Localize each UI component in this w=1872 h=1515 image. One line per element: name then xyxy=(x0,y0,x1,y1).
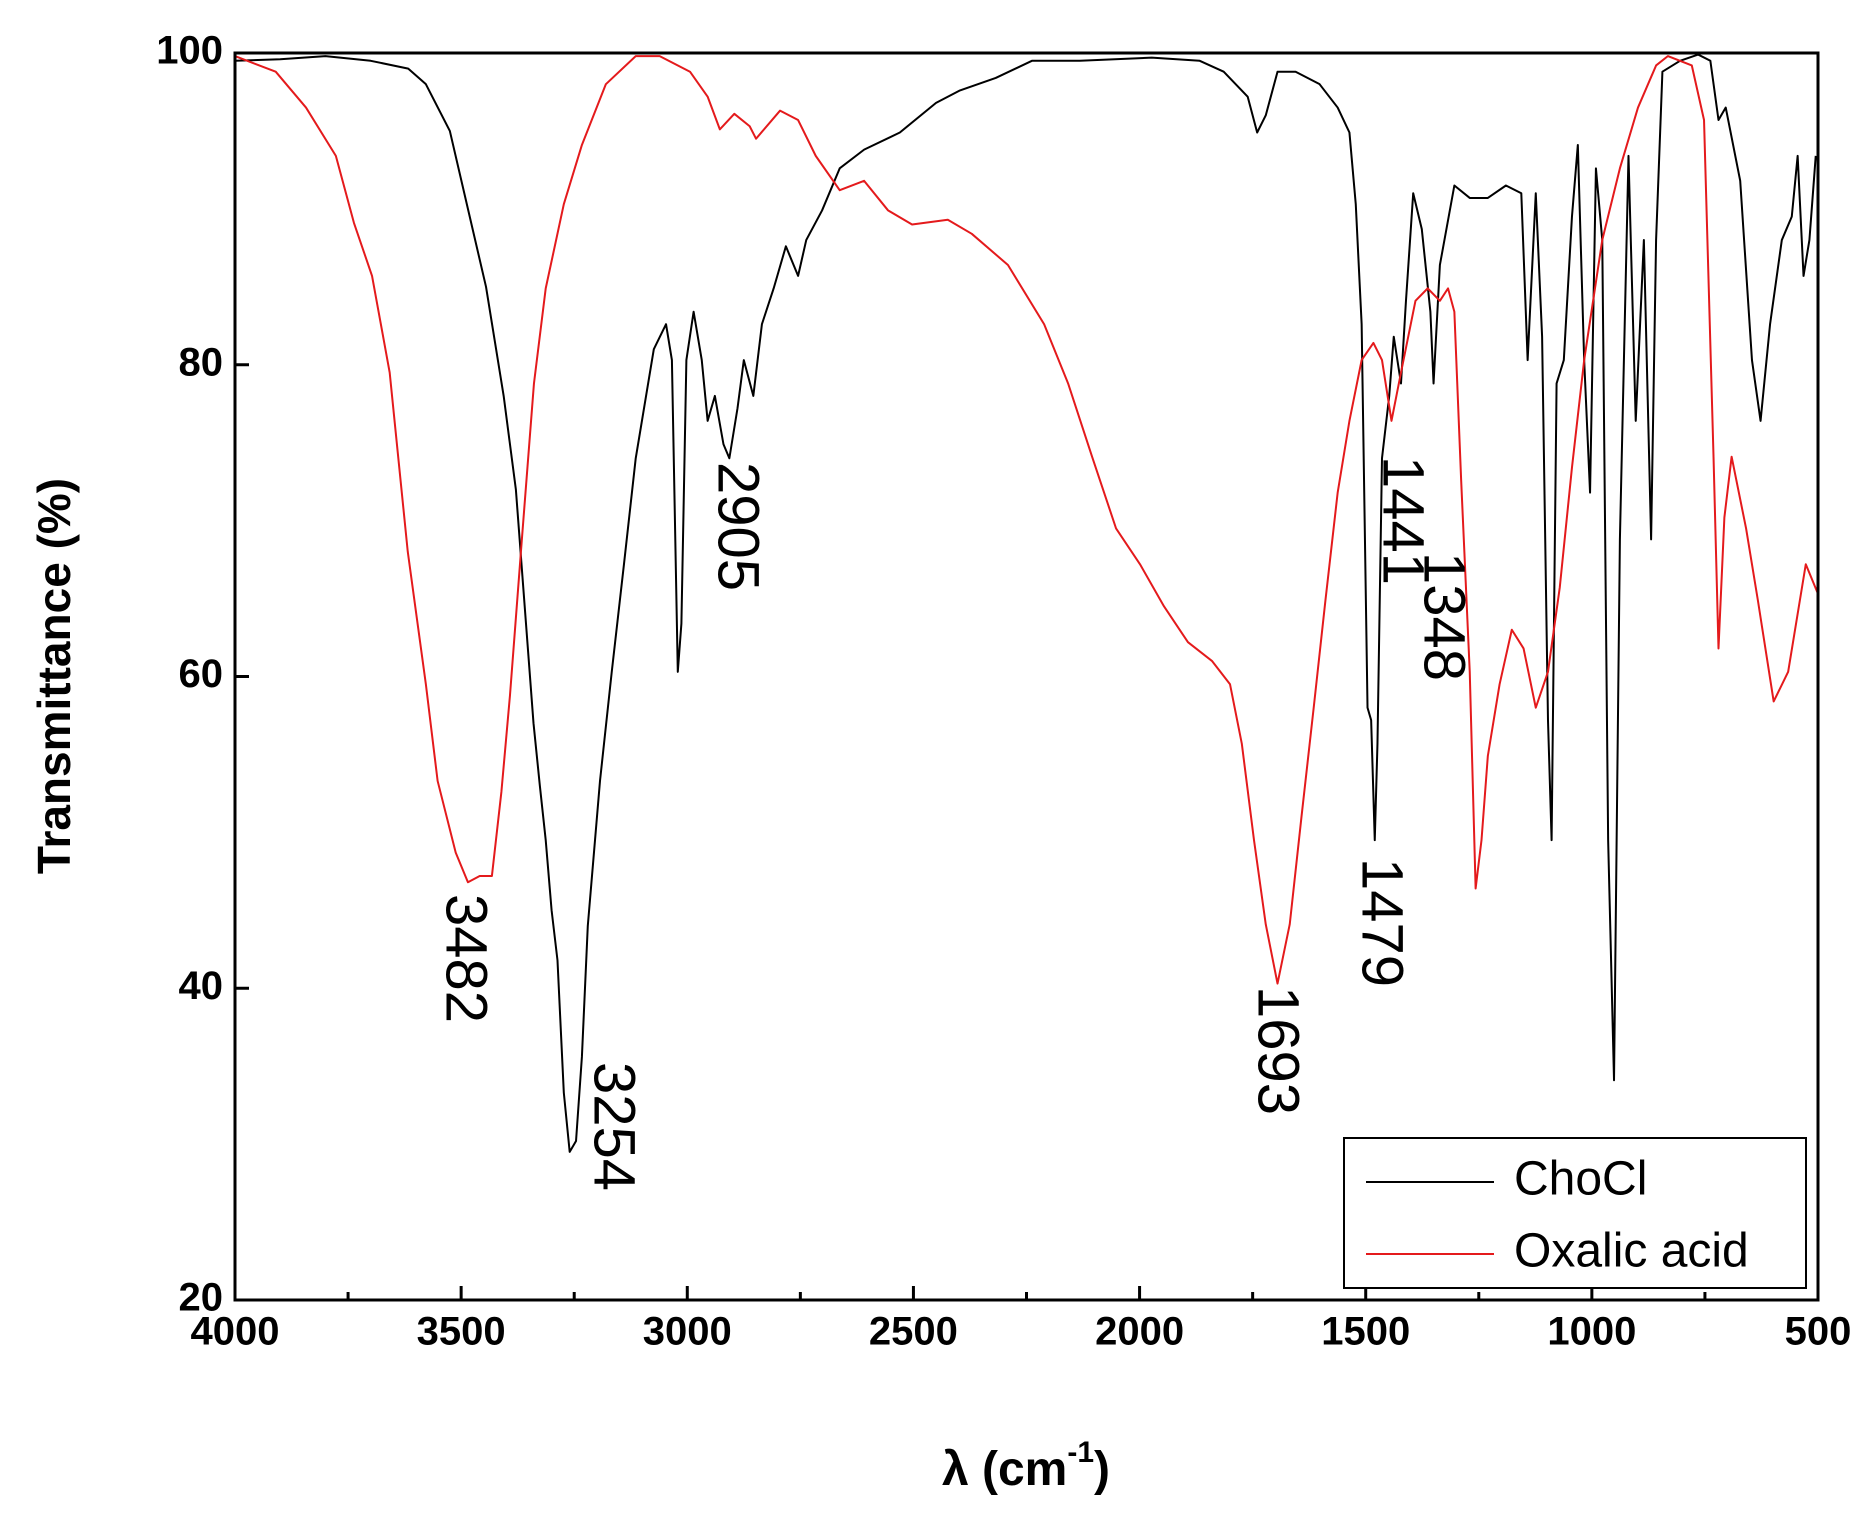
x-tick-label: 500 xyxy=(1785,1310,1852,1354)
y-tick-label: 100 xyxy=(156,29,223,73)
plot-frame xyxy=(233,51,1820,1302)
peak-label: 1479 xyxy=(1350,858,1415,987)
peak-label: 3254 xyxy=(582,1062,647,1191)
legend-box xyxy=(1343,1137,1807,1289)
spectrum-line xyxy=(234,55,1819,985)
x-label-end: ) xyxy=(1094,1443,1110,1496)
x-axis-label: λ (cm-1) xyxy=(942,1436,1110,1496)
x-tick-label: 2500 xyxy=(869,1310,958,1354)
peak-label: 2905 xyxy=(706,462,771,591)
y-tick-label: 80 xyxy=(179,340,224,384)
peak-label: 3482 xyxy=(434,894,499,1023)
y-axis-label: Transmittance (%) xyxy=(28,478,80,874)
y-tick-label: 60 xyxy=(179,652,224,696)
x-tick-label: 2000 xyxy=(1095,1310,1184,1354)
x-tick-label: 3000 xyxy=(643,1310,732,1354)
x-tick-label: 4000 xyxy=(191,1310,280,1354)
x-tick-label: 1000 xyxy=(1547,1310,1636,1354)
spectrum-line xyxy=(234,53,1817,1153)
x-label-sup: -1 xyxy=(1067,1436,1094,1469)
peak-label: 1693 xyxy=(1246,986,1311,1115)
x-tick-label: 1500 xyxy=(1321,1310,1410,1354)
peak-label: 1441 xyxy=(1371,456,1436,585)
x-label-main: λ (cm xyxy=(942,1443,1067,1496)
peak-label: 1348 xyxy=(1412,552,1477,681)
legend-label: Oxalic acid xyxy=(1514,1225,1749,1278)
y-tick-label: 20 xyxy=(179,1276,224,1320)
y-tick-label: 40 xyxy=(179,964,224,1008)
x-tick-label: 3500 xyxy=(417,1310,506,1354)
legend-label: ChoCl xyxy=(1514,1153,1647,1206)
